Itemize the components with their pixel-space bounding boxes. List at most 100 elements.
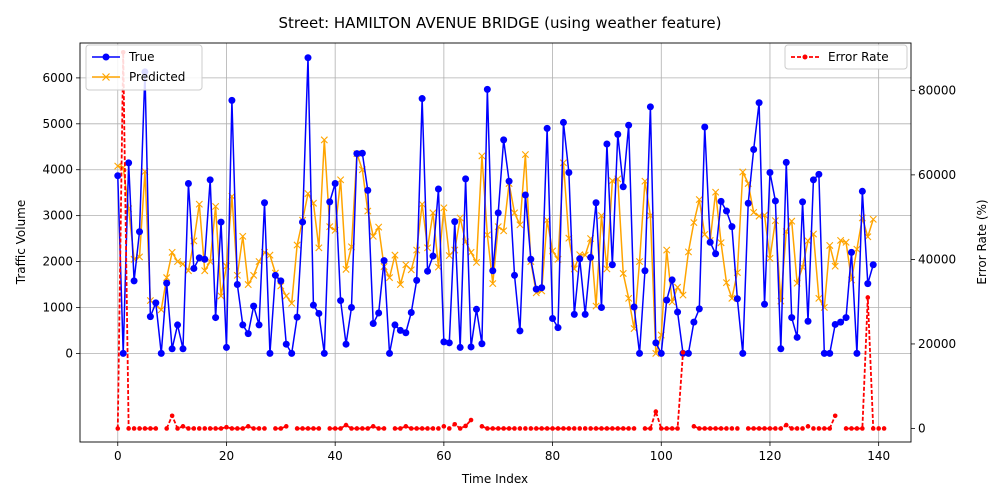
data-point-error-rate [533,426,539,431]
data-point-error-rate [332,426,338,431]
data-point-true [712,250,720,258]
data-point-true [434,185,442,193]
legend-left: True Predicted [85,44,203,91]
data-point-error-rate [196,426,202,431]
data-point-true [239,321,247,329]
data-point-true [407,309,415,317]
data-point-error-rate [539,426,544,431]
data-point-error-rate [354,426,360,431]
data-point-error-rate [207,426,213,431]
data-point-error-rate [245,424,251,429]
y2-axis-label: Error Rate (%) [975,199,989,284]
data-point-predicted [315,244,323,252]
data-point-true [440,338,448,346]
data-point-true [174,321,182,329]
data-point-error-rate [512,426,517,431]
data-point-true [119,349,127,357]
data-point-true [494,209,502,217]
data-point-true [755,99,763,107]
data-point-error-rate [468,417,474,423]
data-point-true [293,313,301,321]
data-point-error-rate [115,426,121,431]
plot-frame [79,42,912,443]
data-point-true [532,285,540,293]
data-point-true [429,252,437,260]
data-point-error-rate [555,426,561,431]
data-point-true [793,333,801,341]
x-tick-label: 80 [545,449,560,463]
legend-marker-true [102,53,110,61]
data-point-error-rate [202,426,208,431]
data-point-predicted [701,230,709,239]
x-axis-label: Time Index [461,472,528,486]
data-point-predicted [451,246,459,254]
data-point-error-rate [876,426,881,431]
data-point-error-rate [191,426,197,431]
data-point-error-rate [783,422,789,428]
data-point-error-rate [506,426,512,431]
data-point-error-rate [789,426,795,431]
data-point-true [782,158,790,166]
data-point-error-rate [229,426,235,431]
data-point-predicted [663,246,671,254]
data-point-predicted [641,177,649,185]
data-point-true [266,349,274,357]
data-point-true [228,96,236,104]
data-point-error-rate [436,426,441,431]
data-point-true [391,321,399,329]
data-point-true [706,238,714,246]
data-point-error-rate [262,426,267,431]
data-point-predicted [413,246,421,254]
data-point-predicted [282,292,290,300]
x-tick-label: 140 [867,449,890,463]
data-point-error-rate [881,426,887,431]
data-point-true [467,343,475,351]
legend-label-error: Error Rate [828,50,889,64]
data-point-error-rate [773,426,778,431]
data-point-true [331,179,339,187]
data-point-true [337,297,345,305]
data-point-true [489,267,497,275]
data-point-true [358,149,366,157]
data-point-error-rate [169,413,175,419]
data-point-predicted [168,248,176,256]
x-tick-label: 20 [219,449,234,463]
data-point-predicted [429,209,437,217]
data-point-true [733,295,741,303]
data-point-true [668,276,676,284]
data-point-error-rate [751,426,756,431]
data-point-error-rate [604,426,610,431]
data-point-error-rate [642,426,648,431]
data-point-predicted [673,283,682,291]
data-point-predicted [516,221,524,229]
data-point-true [244,330,252,338]
data-point-true [646,103,654,111]
data-point-predicted [750,208,758,217]
data-point-error-rate [517,426,523,431]
data-point-error-rate [327,426,333,431]
y-tick-label: 3000 [42,209,73,223]
data-point-predicted [619,269,627,278]
data-point-error-rate [827,426,833,431]
data-point-error-rate [800,426,805,431]
data-point-true [614,130,622,138]
data-point-true [804,317,812,325]
data-point-predicted [625,294,633,302]
data-point-error-rate [544,426,550,431]
data-point-true [674,308,682,316]
data-point-true [462,175,470,183]
data-point-error-rate [485,426,490,431]
data-point-error-rate [697,426,702,431]
data-point-error-rate [854,426,860,431]
data-point-predicted [766,254,774,262]
data-point-true [847,248,855,256]
data-point-true [288,349,296,357]
data-point-error-rate [479,424,485,429]
x-tick-label: 0 [114,449,122,463]
legend-label-predicted: Predicted [129,70,185,84]
data-point-predicted [385,274,394,282]
y2-tick-label: 40000 [918,252,956,266]
data-point-true [326,198,334,206]
data-point-predicted [500,227,508,235]
